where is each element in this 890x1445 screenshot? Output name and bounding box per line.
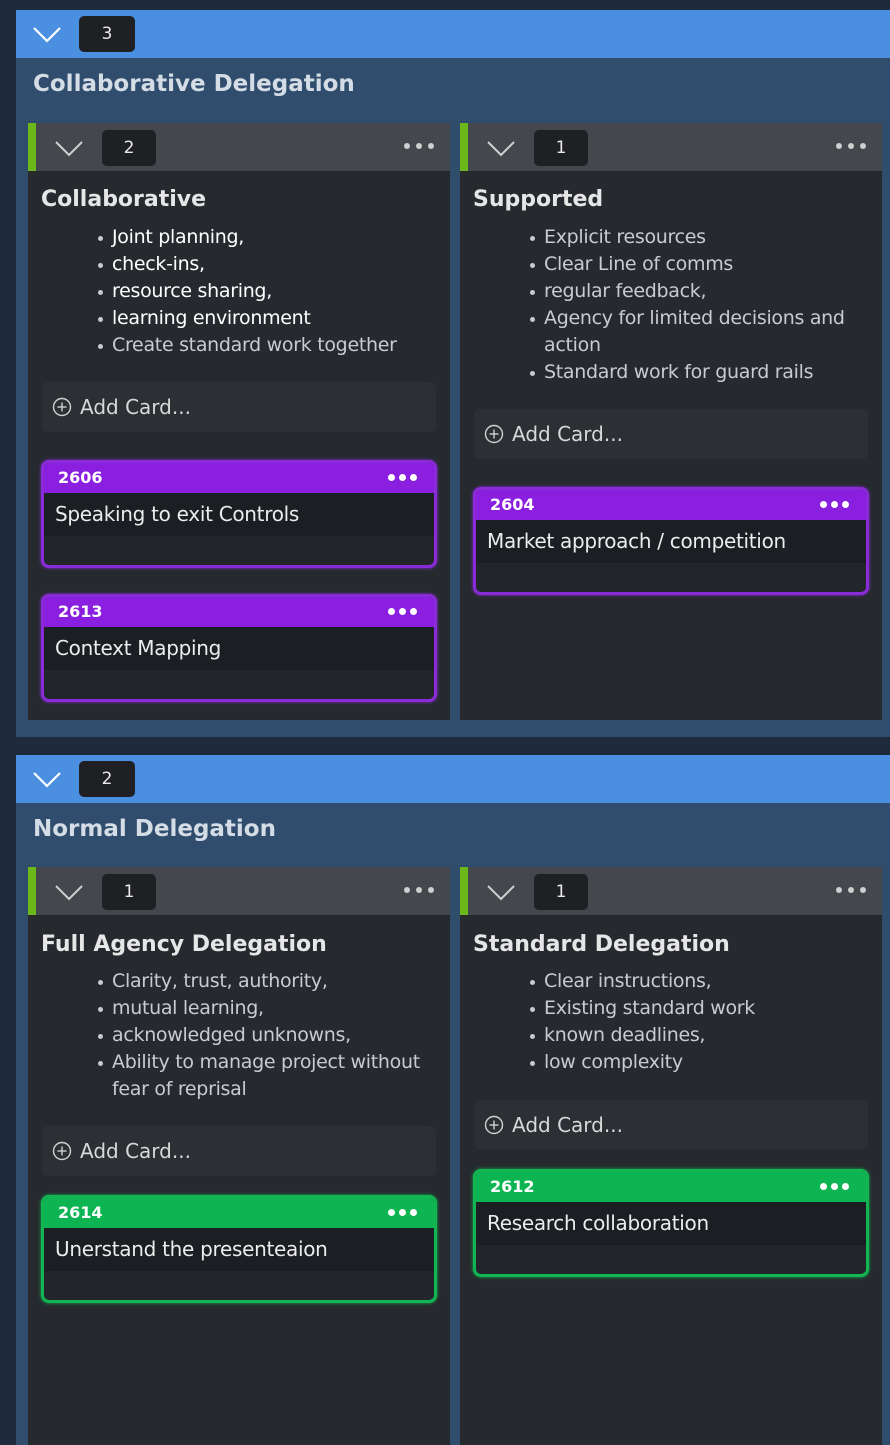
chevron-down-icon[interactable] bbox=[486, 140, 516, 158]
card-id: 2604 bbox=[490, 495, 535, 514]
column-collaborative: 2 Collaborative Joint planning, check-in… bbox=[28, 123, 450, 720]
swimlane-header: 3 bbox=[16, 10, 890, 58]
card-title: Unerstand the presenteaion bbox=[44, 1228, 434, 1271]
description-item: Ability to manage project without bbox=[98, 1049, 438, 1076]
description-item: Explicit resources bbox=[530, 224, 870, 251]
description-item-wrap: action bbox=[544, 334, 601, 356]
add-card-label: Add Card... bbox=[80, 395, 191, 419]
description-item: Joint planning, bbox=[98, 224, 438, 251]
description-item: acknowledged unknowns, bbox=[98, 1022, 438, 1049]
add-card-label: Add Card... bbox=[512, 1113, 623, 1137]
chevron-down-icon[interactable] bbox=[54, 140, 84, 158]
description-item: mutual learning, bbox=[98, 995, 438, 1022]
description-item: Clear instructions, bbox=[530, 968, 870, 995]
add-card-button[interactable]: Add Card... bbox=[42, 1126, 436, 1176]
column-description: Clear instructions, Existing standard wo… bbox=[530, 968, 870, 1076]
column-count-badge: 1 bbox=[102, 874, 156, 910]
swimlane-normal-delegation: 2 Normal Delegation 1 Full Agency Delega… bbox=[16, 755, 890, 1445]
card[interactable]: 2614 Unerstand the presenteaion bbox=[41, 1195, 437, 1303]
column-header: 1 bbox=[28, 867, 450, 915]
description-item: Existing standard work bbox=[530, 995, 870, 1022]
description-item: Clarity, trust, authority, bbox=[98, 968, 438, 995]
column-standard-delegation: 1 Standard Delegation Clear instructions… bbox=[460, 867, 882, 1445]
more-horizontal-icon[interactable] bbox=[404, 143, 434, 151]
more-horizontal-icon[interactable] bbox=[388, 1209, 418, 1217]
card-title: Speaking to exit Controls bbox=[44, 493, 434, 536]
column-count-badge: 1 bbox=[534, 130, 588, 166]
description-item: Standard work for guard rails bbox=[530, 359, 870, 386]
description-item: check-ins, bbox=[98, 251, 438, 278]
more-horizontal-icon[interactable] bbox=[836, 143, 866, 151]
card-title: Market approach / competition bbox=[476, 520, 866, 563]
description-item: regular feedback, bbox=[530, 278, 870, 305]
description-item: Clear Line of comms bbox=[530, 251, 870, 278]
column-count-badge: 2 bbox=[102, 130, 156, 166]
plus-circle-icon bbox=[484, 424, 504, 444]
column-title: Standard Delegation bbox=[473, 932, 730, 957]
card-id: 2614 bbox=[58, 1203, 103, 1222]
swimlane-title: Collaborative Delegation bbox=[33, 71, 355, 97]
card[interactable]: 2612 Research collaboration bbox=[473, 1169, 869, 1277]
swimlane-count-badge: 2 bbox=[79, 761, 135, 797]
card-header: 2604 bbox=[476, 490, 866, 520]
more-horizontal-icon[interactable] bbox=[820, 501, 850, 509]
add-card-button[interactable]: Add Card... bbox=[474, 409, 868, 459]
description-item-continued: action bbox=[530, 332, 870, 359]
column-description: Explicit resources Clear Line of comms r… bbox=[530, 224, 870, 386]
plus-circle-icon bbox=[52, 397, 72, 417]
description-item: Create standard work together bbox=[98, 332, 438, 359]
description-item: learning environment bbox=[98, 305, 438, 332]
swimlane-header: 2 bbox=[16, 755, 890, 803]
column-description: Clarity, trust, authority, mutual learni… bbox=[98, 968, 438, 1103]
card-title: Research collaboration bbox=[476, 1202, 866, 1245]
more-horizontal-icon[interactable] bbox=[388, 474, 418, 482]
plus-circle-icon bbox=[484, 1115, 504, 1135]
card-header: 2612 bbox=[476, 1172, 866, 1202]
column-count-badge: 1 bbox=[534, 874, 588, 910]
column-header: 1 bbox=[460, 123, 882, 171]
column-description: Joint planning, check-ins, resource shar… bbox=[98, 224, 438, 359]
card-title: Context Mapping bbox=[44, 627, 434, 670]
chevron-down-icon[interactable] bbox=[32, 26, 62, 44]
swimlane-count-badge: 3 bbox=[79, 16, 135, 52]
column-header: 1 bbox=[460, 867, 882, 915]
column-header: 2 bbox=[28, 123, 450, 171]
card[interactable]: 2613 Context Mapping bbox=[41, 594, 437, 702]
description-item-wrap: fear of reprisal bbox=[112, 1078, 247, 1100]
card-id: 2613 bbox=[58, 602, 103, 621]
add-card-label: Add Card... bbox=[512, 422, 623, 446]
card-header: 2606 bbox=[44, 463, 434, 493]
card-header: 2614 bbox=[44, 1198, 434, 1228]
add-card-label: Add Card... bbox=[80, 1139, 191, 1163]
chevron-down-icon[interactable] bbox=[54, 884, 84, 902]
card[interactable]: 2604 Market approach / competition bbox=[473, 487, 869, 595]
swimlane-collaborative-delegation: 3 Collaborative Delegation 2 Collaborati… bbox=[16, 10, 890, 737]
description-item: resource sharing, bbox=[98, 278, 438, 305]
description-item-continued: fear of reprisal bbox=[98, 1076, 438, 1103]
swimlane-title: Normal Delegation bbox=[33, 816, 276, 842]
column-supported: 1 Supported Explicit resources Clear Lin… bbox=[460, 123, 882, 720]
add-card-button[interactable]: Add Card... bbox=[42, 382, 436, 432]
more-horizontal-icon[interactable] bbox=[820, 1183, 850, 1191]
description-item: Agency for limited decisions and bbox=[530, 305, 870, 332]
more-horizontal-icon[interactable] bbox=[388, 608, 418, 616]
add-card-button[interactable]: Add Card... bbox=[474, 1100, 868, 1150]
column-title: Full Agency Delegation bbox=[41, 932, 327, 957]
card-header: 2613 bbox=[44, 597, 434, 627]
card-id: 2612 bbox=[490, 1177, 535, 1196]
description-item: known deadlines, bbox=[530, 1022, 870, 1049]
card[interactable]: 2606 Speaking to exit Controls bbox=[41, 460, 437, 568]
more-horizontal-icon[interactable] bbox=[836, 887, 866, 895]
plus-circle-icon bbox=[52, 1141, 72, 1161]
chevron-down-icon[interactable] bbox=[486, 884, 516, 902]
card-id: 2606 bbox=[58, 468, 103, 487]
chevron-down-icon[interactable] bbox=[32, 771, 62, 789]
more-horizontal-icon[interactable] bbox=[404, 887, 434, 895]
column-full-agency-delegation: 1 Full Agency Delegation Clarity, trust,… bbox=[28, 867, 450, 1445]
column-title: Collaborative bbox=[41, 187, 207, 212]
column-title: Supported bbox=[473, 187, 604, 212]
description-item: low complexity bbox=[530, 1049, 870, 1076]
